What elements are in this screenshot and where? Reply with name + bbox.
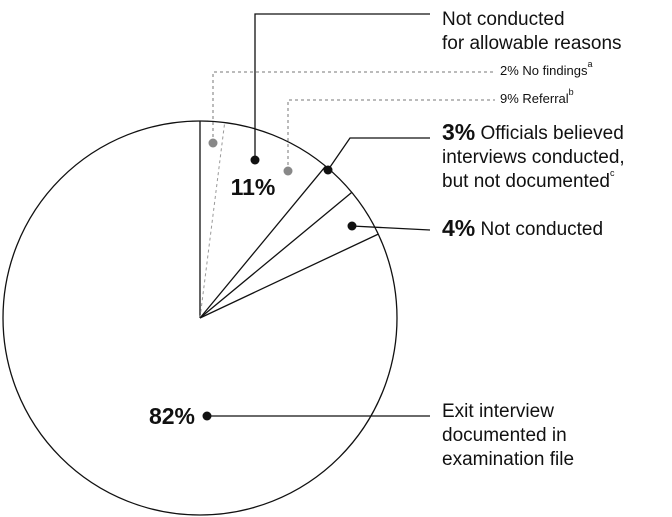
footnote: c xyxy=(610,168,615,178)
category-label: interviews conducted, xyxy=(442,147,625,168)
slice-label: 2% No findingsa xyxy=(500,59,592,78)
slice-label: 3% Officials believed xyxy=(442,119,624,145)
label-dot xyxy=(202,411,212,421)
slice-border xyxy=(199,191,353,319)
leader-line xyxy=(327,137,430,171)
category-label: Exit interview xyxy=(442,401,554,422)
footnote: a xyxy=(587,59,592,69)
category-label: Referral xyxy=(522,91,568,106)
leader-line xyxy=(212,71,495,143)
label-dot xyxy=(323,165,333,175)
slice-label: 4% Not conducted xyxy=(442,215,603,241)
label-dot xyxy=(347,221,357,231)
category-label: Officials believed xyxy=(481,123,624,144)
slice-border xyxy=(199,122,226,319)
slice-border xyxy=(199,233,379,319)
pie-slice xyxy=(200,166,352,318)
group-value-label: 11% xyxy=(231,174,276,200)
slice-border xyxy=(199,165,327,319)
value-label: 2% xyxy=(500,63,519,78)
value-label: 3% xyxy=(442,119,475,145)
slice-label: 9% Referralb xyxy=(500,87,574,106)
category-label: but not documented xyxy=(442,171,610,192)
slice-label: interviews conducted, xyxy=(442,147,625,168)
footnote: b xyxy=(569,87,574,97)
label-dot xyxy=(208,138,218,148)
category-label: Not conducted xyxy=(481,219,604,240)
leader-line xyxy=(254,13,430,160)
value-label: 4% xyxy=(442,215,475,241)
pie-slice xyxy=(200,192,379,318)
pie-slice xyxy=(200,122,326,318)
label-dot xyxy=(283,166,293,176)
category-label: No findings xyxy=(522,63,588,78)
category-label: documented in xyxy=(442,425,567,446)
value-label: 9% xyxy=(500,91,519,106)
slice-label: but not documentedc xyxy=(442,168,615,192)
value-label: 82% xyxy=(149,403,195,429)
category-label: examination file xyxy=(442,449,574,470)
group-label: Not conducted xyxy=(442,9,565,30)
leader-line xyxy=(351,225,431,231)
group-label: for allowable reasons xyxy=(442,33,622,54)
label-dot xyxy=(250,155,260,165)
